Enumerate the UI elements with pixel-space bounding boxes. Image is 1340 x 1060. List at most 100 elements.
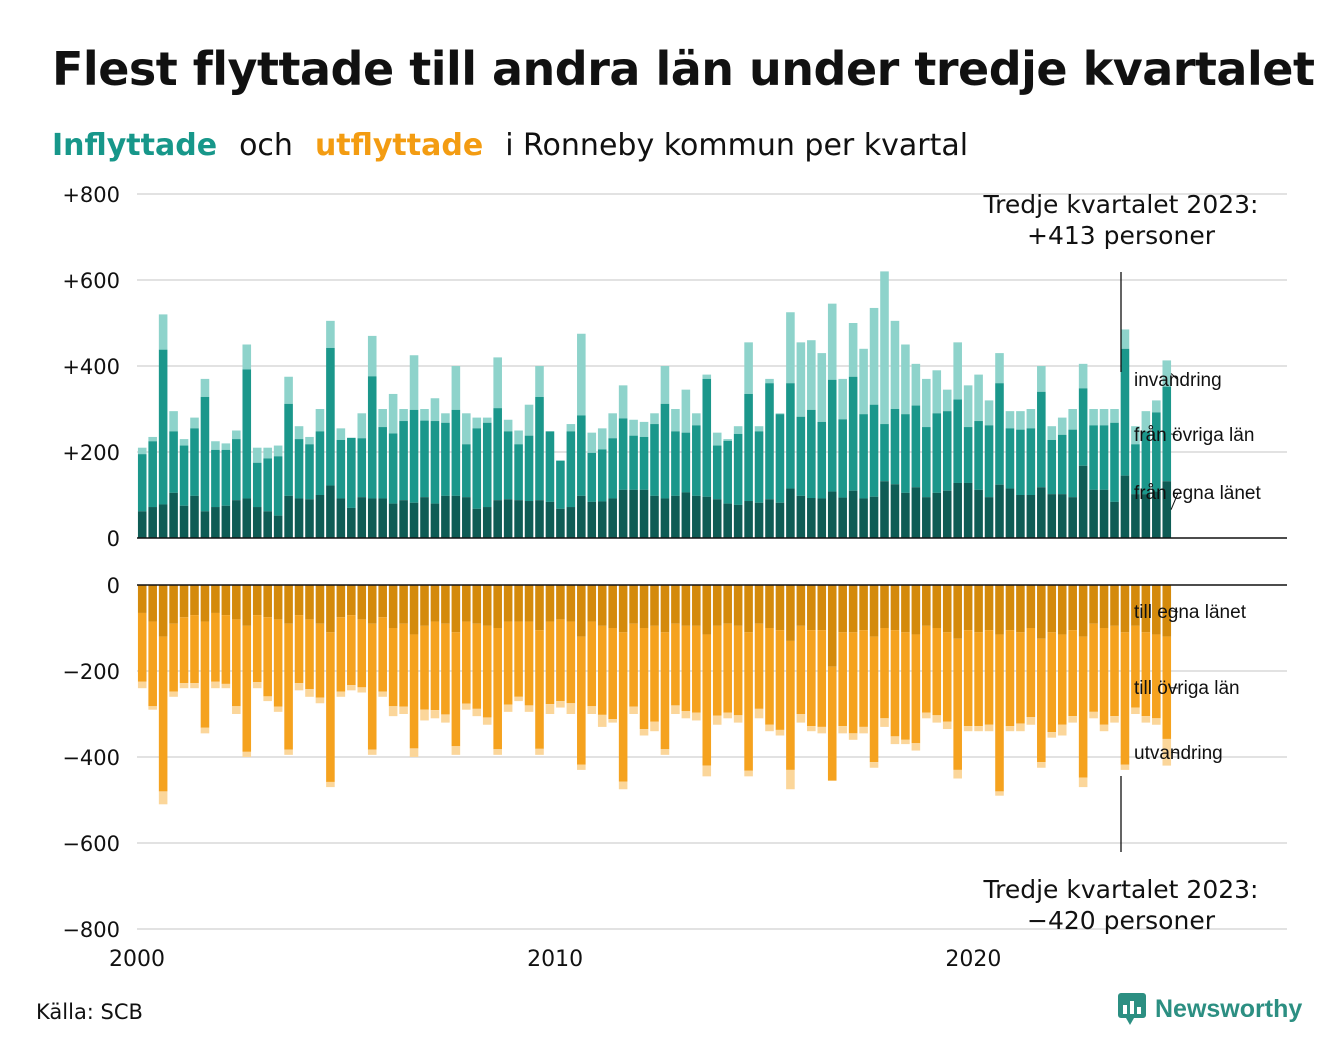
bar-inflow-own-county [1089,489,1098,538]
bar-inflow-own-county [232,500,241,538]
bar-inflow-other-counties [535,396,544,501]
bar-outflow-own-county [252,585,262,616]
bar-inflow-immigration [692,413,701,426]
bar-outflow-other-counties [880,628,889,719]
bar-inflow-immigration [315,409,325,432]
bar-outflow-other-counties [1089,623,1098,712]
bar-inflow-own-county [524,501,534,538]
bar-outflow-emigration [284,749,293,755]
bar-outflow-own-county [409,585,419,635]
bar-inflow-immigration [911,363,921,406]
bar-inflow-other-counties [827,379,837,492]
bar-inflow-immigration [388,393,398,434]
bar-inflow-immigration [629,419,638,436]
bar-outflow-other-counties [618,632,628,782]
bar-outflow-emigration [378,691,387,697]
bar-outflow-own-county [1047,585,1057,633]
bar-inflow-own-county [305,499,314,538]
bar-outflow-other-counties [263,617,272,697]
bar-inflow-immigration [838,378,847,420]
bar-inflow-own-county [671,495,680,538]
bar-outflow-own-county [911,585,921,635]
bar-outflow-own-county [169,585,178,624]
bar-inflow-other-counties [1047,439,1057,495]
bar-inflow-immigration [775,413,785,415]
bar-inflow-other-counties [744,393,753,502]
segment-leader [1171,751,1179,754]
bar-inflow-other-counties [817,421,827,499]
bar-inflow-own-county [1152,491,1161,538]
bar-outflow-own-county [650,585,659,626]
bar-inflow-own-county [932,492,942,538]
bar-inflow-own-county [158,504,168,538]
bar-outflow-emigration [441,714,450,723]
bar-outflow-own-county [1162,585,1172,637]
y-axis-tick-labels: +800 +600 +400 +200 0 0 −200 −400 −600 −800 [62,183,120,942]
bar-inflow-other-counties [347,437,356,508]
bar-outflow-own-county [922,585,931,626]
bar-inflow-own-county [838,497,847,538]
bar-inflow-other-counties [880,424,889,482]
bar-inflow-immigration [221,443,231,450]
bar-inflow-immigration [796,342,806,417]
bar-inflow-immigration [848,323,858,377]
bar-outflow-other-counties [848,632,858,734]
bar-outflow-other-counties [775,630,785,730]
bar-inflow-immigration [765,378,774,384]
bar-inflow-other-counties [294,439,304,499]
bar-outflow-own-county [545,585,555,622]
bar-outflow-own-county [1120,585,1130,633]
bar-outflow-other-counties [692,625,701,713]
bar-outflow-emigration [1089,711,1098,719]
bar-inflow-other-counties [242,369,252,499]
bar-inflow-immigration [326,320,335,348]
bar-inflow-immigration [754,426,764,432]
bar-outflow-own-county [1057,585,1067,635]
bar-inflow-own-county [754,502,764,538]
bar-outflow-other-counties [430,621,440,711]
bar-inflow-immigration [451,366,461,410]
annotation-outflow-line1: Tredje kvartalet 2023: [983,875,1259,904]
bar-outflow-emigration [462,703,471,710]
bar-outflow-emigration [1162,738,1172,766]
bar-outflow-emigration [1131,707,1140,714]
bar-outflow-emigration [984,724,994,732]
y-tick-label-bottom: −800 [62,918,120,942]
bar-inflow-other-counties [200,396,210,512]
bar-inflow-own-county [974,489,983,538]
bar-inflow-other-counties [974,421,983,490]
bar-inflow-immigration [817,353,827,422]
bar-inflow-immigration [420,409,429,421]
bar-inflow-other-counties [859,414,868,499]
bar-inflow-other-counties [545,431,555,502]
bar-inflow-own-county [242,498,252,538]
bar-inflow-own-county [618,489,628,538]
bar-outflow-own-county [336,585,346,618]
bar-outflow-other-counties [911,634,921,744]
bar-inflow-own-county [284,495,293,538]
bar-outflow-other-counties [859,630,868,727]
bar-inflow-immigration [399,409,408,422]
bar-outflow-other-counties [995,634,1004,792]
bar-outflow-own-county [556,585,565,620]
bar-outflow-other-counties [493,628,502,750]
bar-inflow-own-county [775,502,785,538]
bar-inflow-other-counties [326,347,335,486]
bar-inflow-immigration [190,417,199,429]
bar-inflow-immigration [807,340,816,410]
bar-outflow-own-county [963,585,973,631]
bar-inflow-own-county [712,499,722,538]
bar-inflow-own-county [441,495,450,538]
x-tick-label: 2000 [109,947,165,972]
bar-inflow-other-counties [629,435,638,490]
bar-outflow-own-county [608,585,617,628]
bar-outflow-other-counties [1068,630,1077,717]
bar-inflow-immigration [211,441,220,450]
bar-outflow-other-counties [211,612,220,682]
bar-outflow-other-counties [608,628,617,720]
bar-inflow-other-counties [399,421,408,501]
bar-inflow-other-counties [942,411,952,491]
bar-outflow-own-county [639,585,649,628]
bar-inflow-own-county [503,499,513,538]
bar-inflow-own-county [1047,494,1057,538]
